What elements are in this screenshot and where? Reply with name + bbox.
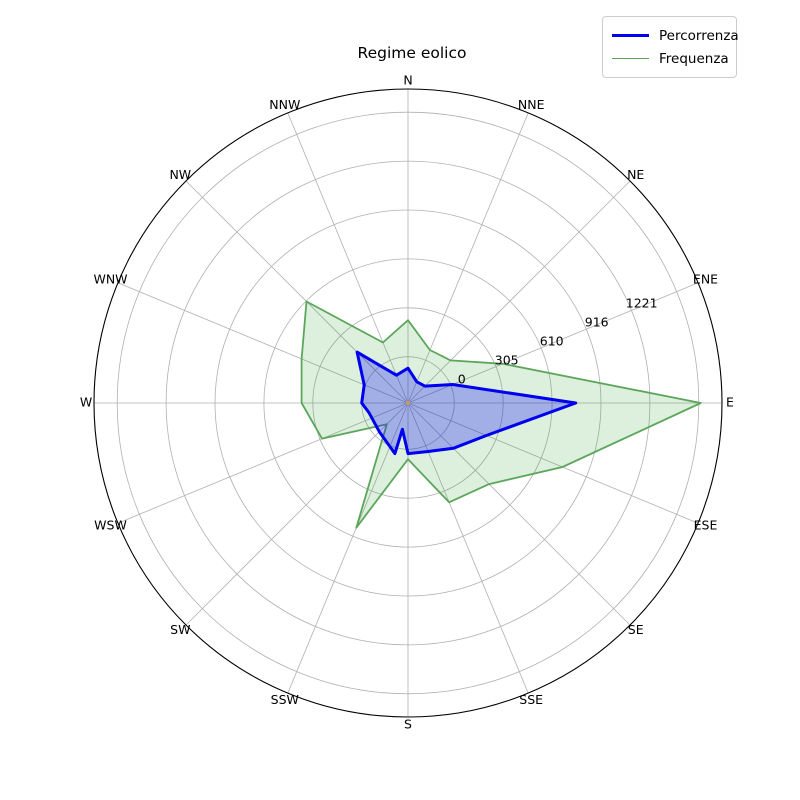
series-fill-percorrenza [357, 352, 576, 454]
grid-spoke [287, 402, 409, 694]
legend-item-percorrenza[interactable]: Percorrenza [612, 24, 739, 47]
compass-label-ENE: ENE [693, 271, 718, 286]
legend-label-frequenza: Frequenza [659, 50, 729, 67]
grid-spoke [407, 282, 699, 404]
compass-label-WSW: WSW [94, 518, 127, 533]
compass-label-SSW: SSW [271, 692, 299, 707]
grid-spoke [407, 402, 631, 626]
grid-spoke [407, 112, 529, 404]
r-tick-label-916: 916 [585, 314, 609, 329]
legend-box[interactable]: Percorrenza Frequenza [602, 16, 739, 78]
grid-spoke [117, 402, 409, 524]
compass-label-S: S [404, 717, 412, 732]
grid-spoke [407, 180, 631, 404]
compass-label-WNW: WNW [93, 271, 127, 286]
r-tick-label-610: 610 [540, 334, 564, 349]
compass-label-NNE: NNE [518, 97, 545, 112]
compass-label-SE: SE [628, 622, 644, 637]
r-tick-label-0: 0 [458, 372, 466, 387]
compass-label-W: W [80, 395, 92, 410]
grid-spoke [117, 282, 409, 404]
grid-spoke [287, 112, 409, 404]
compass-label-SW: SW [170, 622, 190, 637]
frequenza-line-swatch [612, 58, 649, 59]
compass-label-SSE: SSE [519, 692, 543, 707]
series-line-percorrenza[interactable] [355, 350, 578, 456]
compass-label-ESE: ESE [694, 518, 718, 533]
grid-spoke [185, 402, 409, 626]
compass-label-N: N [403, 73, 412, 88]
r-tick-label-1221: 1221 [626, 295, 658, 310]
legend-label-percorrenza: Percorrenza [659, 27, 739, 44]
chart-title: Regime eolico [357, 44, 467, 62]
compass-label-NNW: NNW [269, 97, 300, 112]
legend-item-frequenza[interactable]: Frequenza [612, 47, 729, 70]
compass-label-NE: NE [627, 167, 644, 182]
percorrenza-line-swatch [612, 34, 649, 37]
grid-spoke [407, 402, 699, 524]
grid-spoke [185, 180, 409, 404]
r-tick-label-305: 305 [495, 353, 519, 368]
series-fill-frequenza [301, 301, 701, 528]
outer-ring [93, 88, 723, 718]
compass-label-E: E [726, 395, 734, 410]
compass-label-NW: NW [169, 167, 191, 182]
series-line-frequenza[interactable] [300, 300, 702, 529]
polar-origin-dot [405, 400, 411, 406]
